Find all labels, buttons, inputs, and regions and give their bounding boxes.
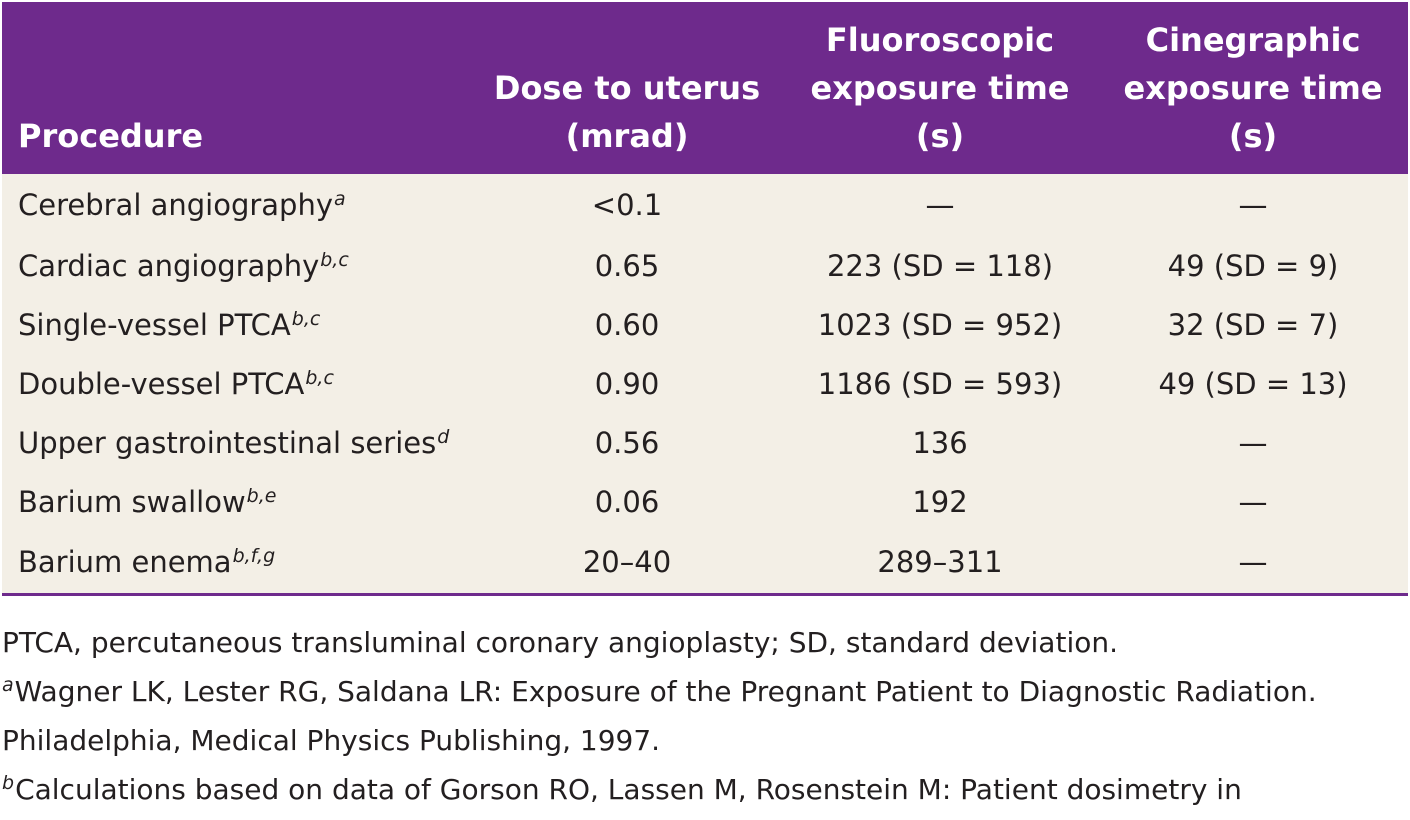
cell-cine: 49 (SD = 9) [1167,248,1339,283]
header-procedure: Procedure [18,117,204,155]
cell-procedure: Single-vessel PTCAb,c [18,307,321,342]
cell-cine: 32 (SD = 7) [1167,307,1339,342]
cell-cine: — [1238,425,1268,460]
cell-fluoro: 1023 (SD = 952) [817,307,1063,342]
table-row: Cerebral angiographya <0.1 — — [2,174,1408,236]
footnote-mark: b,c [291,307,321,330]
table-row: Single-vessel PTCAb,c 0.60 1023 (SD = 95… [2,295,1408,354]
header-row: Procedure Dose to uterus (mrad) Fluorosc… [2,2,1408,174]
header-dose: Dose to uterus (mrad) [493,69,761,155]
cell-dose: 0.65 [594,248,660,283]
table-bottom-rule [2,593,1408,596]
footnote-a-mark: a [2,674,14,696]
cell-fluoro: 1186 (SD = 593) [817,366,1063,401]
footnote-mark: b,c [305,366,334,389]
cell-dose: 0.60 [594,307,660,342]
table-row: Barium swallowb,e 0.06 192 — [2,472,1408,531]
footnote-b-mark: b [2,772,15,794]
header-cine-time: Cinegraphic exposure time (s) [1123,21,1383,155]
cell-dose: 20–40 [582,545,672,579]
cell-fluoro: 289–311 [877,545,1003,579]
cell-fluoro: — [925,188,955,222]
cell-procedure: Upper gastrointestinal seriesd [18,425,450,460]
table-footnotes: PTCA, percutaneous transluminal coronary… [2,618,1408,814]
header-fluoro-time: Fluoroscopic exposure time (s) [810,21,1070,155]
footnote-mark: b,f,g [232,545,276,567]
dose-table: Procedure Dose to uterus (mrad) Fluorosc… [2,2,1408,593]
cell-procedure: Cerebral angiographya [18,188,346,222]
table-header: Procedure Dose to uterus (mrad) Fluorosc… [2,2,1408,174]
table-body: Cerebral angiographya <0.1 — — Cardiac a… [2,174,1408,593]
cell-procedure: Barium swallowb,e [18,484,277,519]
cell-cine: — [1238,484,1268,519]
footnote-mark: b,c [320,248,349,271]
footnote-b: bCalculations based on data of Gorson RO… [2,772,1242,806]
footnote-mark: a [334,188,346,210]
footnote-a: aWagner LK, Lester RG, Saldana LR: Expos… [2,674,1317,708]
table-row: Cardiac angiographyb,c 0.65 223 (SD = 11… [2,236,1408,295]
cell-dose: 0.56 [594,425,660,460]
table-row: Upper gastrointestinal seriesd 0.56 136 … [2,413,1408,472]
cell-cine: — [1238,545,1268,579]
cell-cine: — [1238,188,1268,222]
cell-procedure: Cardiac angiographyb,c [18,248,349,283]
data-table-container: Procedure Dose to uterus (mrad) Fluorosc… [2,2,1408,596]
table-row: Double-vessel PTCAb,c 0.90 1186 (SD = 59… [2,354,1408,413]
cell-fluoro: 223 (SD = 118) [826,248,1054,283]
cell-fluoro: 136 [912,425,968,460]
cell-procedure: Double-vessel PTCAb,c [18,366,334,401]
cell-fluoro: 192 [912,484,968,519]
cell-dose: 0.06 [594,484,660,519]
cell-dose: <0.1 [591,188,663,222]
table-row: Barium enemab,f,g 20–40 289–311 — [2,531,1408,593]
cell-cine: 49 (SD = 13) [1158,366,1348,401]
footnote-abbreviations: PTCA, percutaneous transluminal coronary… [2,626,1118,659]
footnote-a-continued: Philadelphia, Medical Physics Publishing… [2,724,661,757]
footnote-mark: b,e [246,484,277,507]
cell-dose: 0.90 [594,366,660,401]
cell-procedure: Barium enemab,f,g [18,545,276,579]
footnote-mark: d [437,425,450,448]
